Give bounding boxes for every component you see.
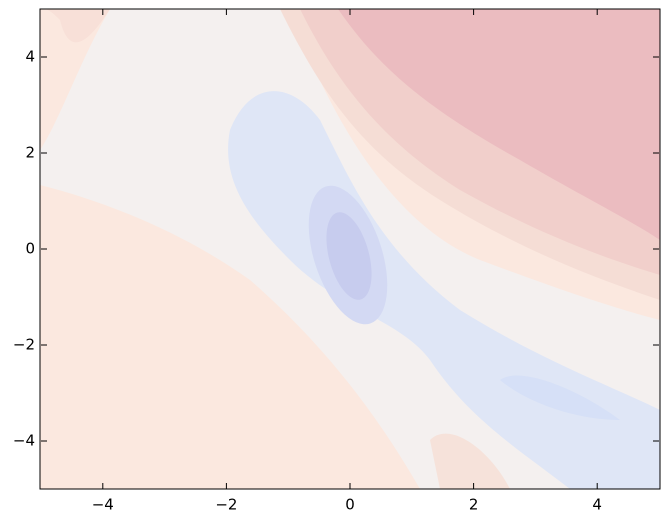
x-tick-label: −2 (215, 496, 237, 514)
x-tick-label: 0 (345, 496, 355, 514)
x-tick-label: −4 (92, 496, 114, 514)
x-tick-label: 4 (592, 496, 602, 514)
y-tick-label: 4 (25, 48, 35, 66)
y-tick-label: −4 (13, 432, 35, 450)
y-tick-label: 0 (25, 240, 35, 258)
x-tick-label: 2 (469, 496, 479, 514)
contour-field (40, 9, 660, 489)
y-tick-label: 2 (25, 144, 35, 162)
y-tick-label: −2 (13, 336, 35, 354)
